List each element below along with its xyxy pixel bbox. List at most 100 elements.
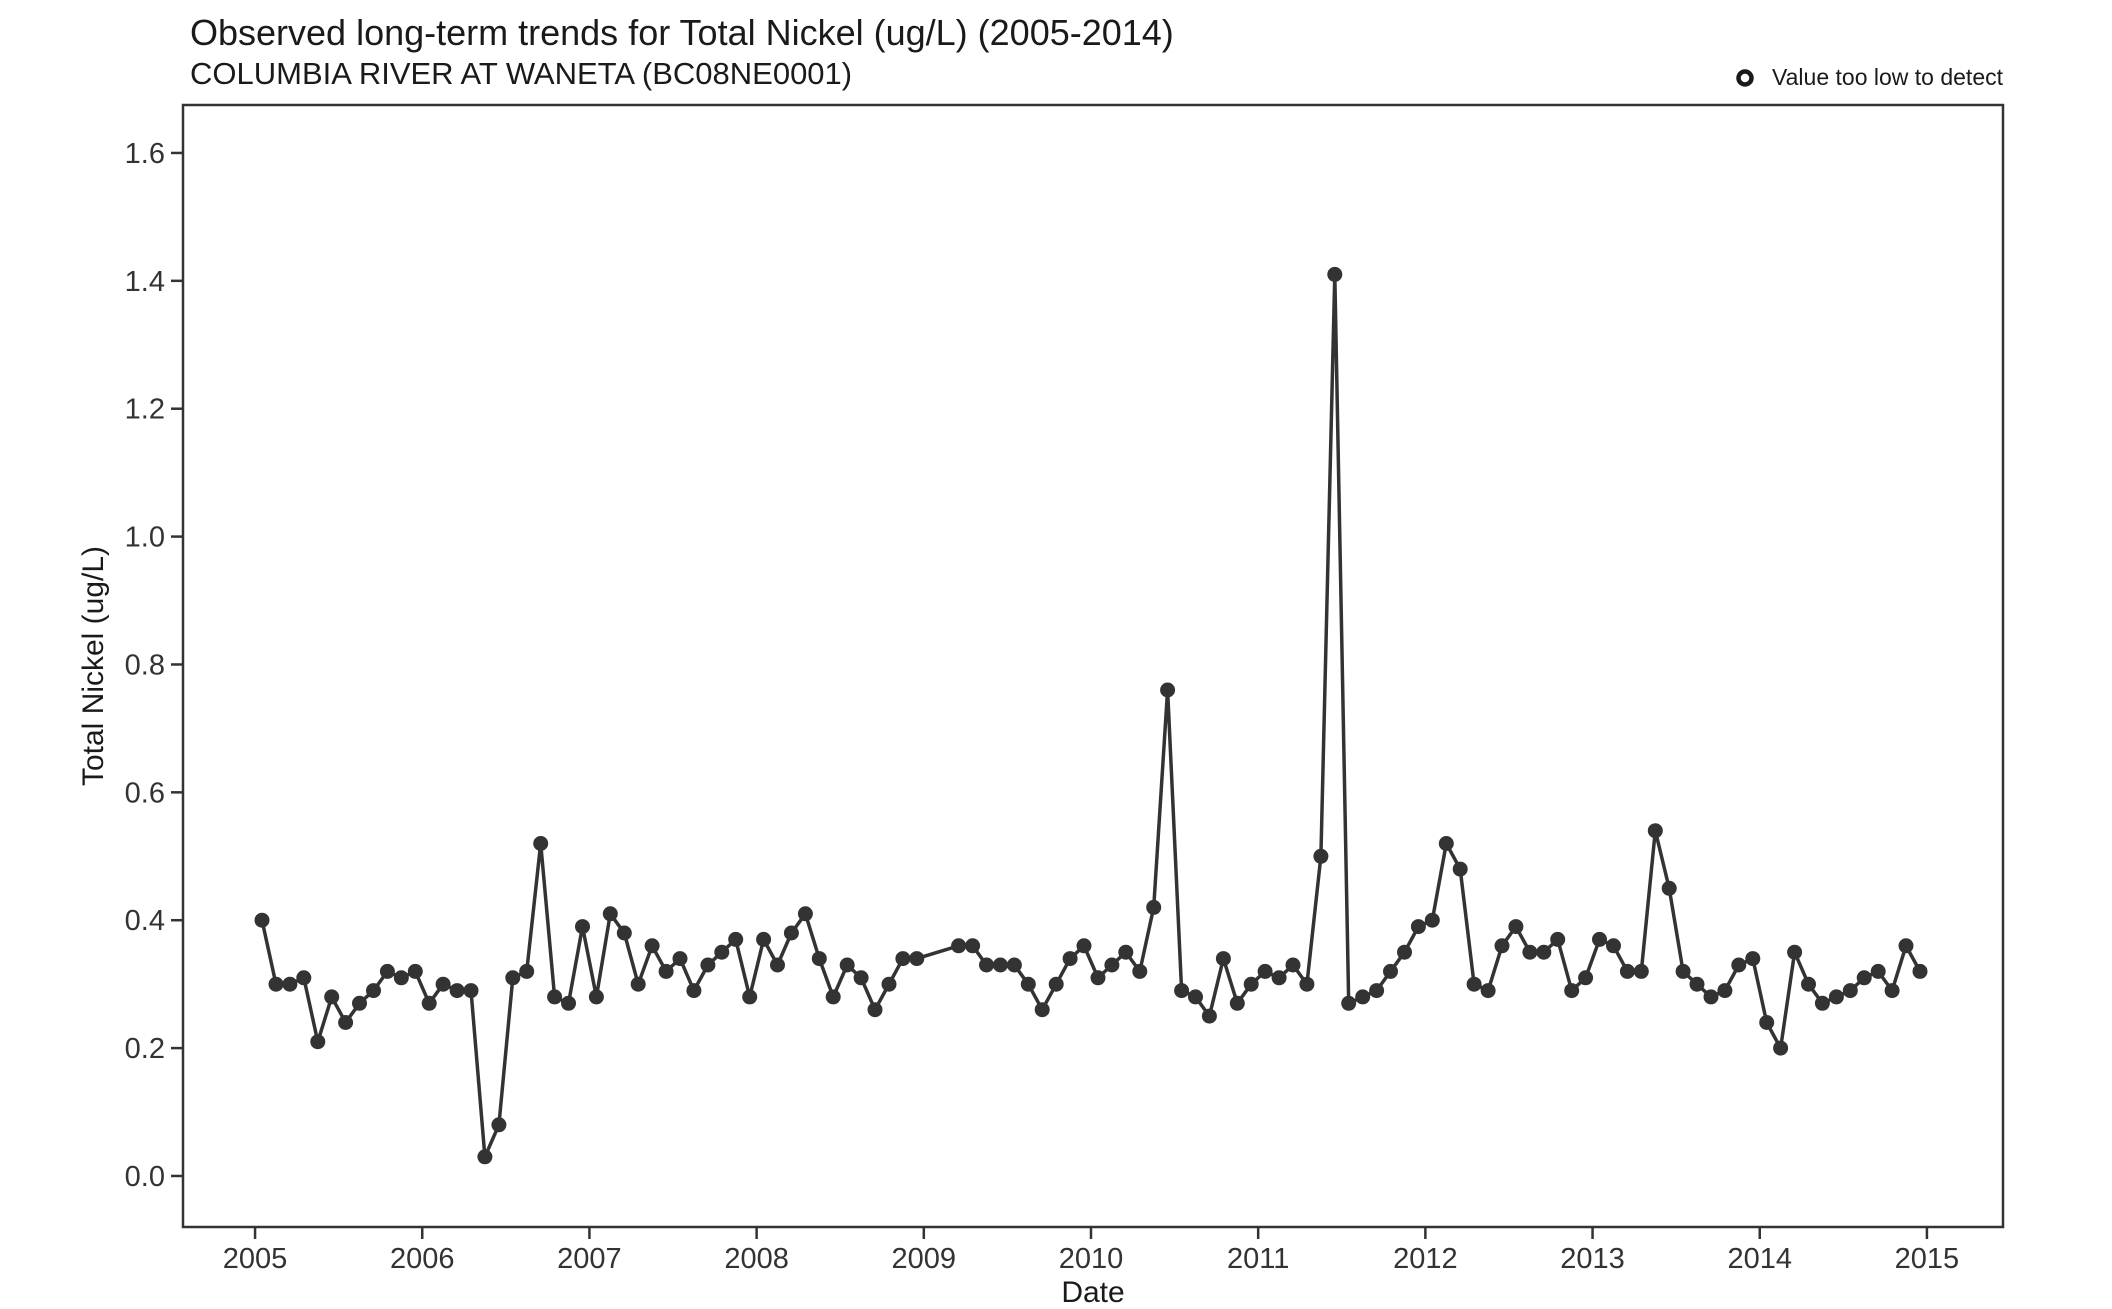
data-point: [1160, 682, 1176, 698]
data-point: [1619, 963, 1635, 979]
data-point: [1578, 970, 1594, 986]
data-point: [1801, 976, 1816, 992]
data-point: [1257, 963, 1273, 979]
x-axis-tick-label: 2014: [1727, 1243, 1792, 1275]
data-point: [644, 938, 660, 954]
data-point: [254, 912, 270, 928]
data-point: [1410, 919, 1426, 935]
trend-line: [260, 272, 1922, 1159]
data-point: [979, 957, 994, 973]
data-point: [1397, 944, 1412, 960]
data-point: [756, 931, 772, 947]
data-point: [1006, 957, 1022, 973]
chart-subtitle: COLUMBIA RIVER AT WANETA (BC08NE0001): [190, 56, 853, 91]
data-point: [505, 970, 521, 986]
data-point: [1522, 944, 1538, 960]
data-point: [1814, 995, 1830, 1011]
data-point: [1870, 963, 1886, 979]
y-axis-title: Total Nickel (ug/L): [77, 545, 110, 787]
data-point: [393, 970, 409, 986]
data-point: [1592, 931, 1607, 947]
data-point: [547, 989, 563, 1005]
data-point: [1550, 931, 1566, 947]
x-axis-tick-label: 2011: [1227, 1243, 1289, 1275]
data-point: [1480, 983, 1496, 999]
y-axis-tick-label: 0.4: [125, 905, 165, 937]
x-axis-tick-label: 2006: [390, 1243, 455, 1275]
y-axis-tick-label: 0.0: [125, 1161, 165, 1193]
data-point: [1090, 970, 1106, 986]
data-point: [296, 970, 312, 986]
data-point: [533, 836, 549, 851]
data-point: [1215, 951, 1231, 967]
y-axis-tick-label: 1.0: [125, 522, 165, 554]
data-point: [728, 931, 744, 947]
data-point: [1327, 266, 1343, 282]
data-point: [1424, 912, 1440, 928]
data-point: [811, 951, 827, 967]
data-point: [1564, 983, 1580, 999]
data-point: [561, 995, 576, 1011]
data-point: [714, 944, 730, 960]
data-point: [1759, 1015, 1775, 1030]
data-point: [1661, 880, 1677, 896]
open-circle-icon: [1736, 68, 1754, 87]
data-point: [881, 976, 897, 992]
data-point: [1633, 963, 1649, 979]
data-point: [1355, 989, 1371, 1005]
data-point: [1174, 983, 1190, 999]
data-point: [1438, 836, 1454, 851]
data-point: [797, 906, 813, 922]
data-point: [1856, 970, 1872, 986]
data-point: [1271, 970, 1287, 986]
data-point: [519, 963, 535, 979]
data-point: [1452, 861, 1468, 877]
data-point: [366, 983, 381, 999]
data-point: [909, 951, 925, 967]
data-point: [421, 995, 437, 1011]
y-axis-tick-label: 0.8: [125, 649, 165, 681]
data-point: [1299, 976, 1315, 992]
data-point: [1745, 951, 1761, 967]
data-point: [324, 989, 340, 1005]
data-point: [1146, 899, 1162, 915]
data-point: [352, 995, 367, 1011]
data-point: [895, 951, 911, 967]
data-point: [965, 938, 981, 954]
data-point: [379, 963, 395, 979]
x-axis-tick-label: 2012: [1393, 1243, 1458, 1275]
data-point: [407, 963, 423, 979]
data-point: [630, 976, 646, 992]
data-point: [1369, 983, 1385, 999]
data-point: [1229, 995, 1245, 1011]
y-axis-tick-label: 1.6: [125, 138, 165, 170]
data-point: [658, 963, 674, 979]
chart-title: Observed long-term trends for Total Nick…: [190, 12, 1174, 53]
y-axis-tick-label: 1.4: [125, 266, 165, 298]
data-point: [602, 906, 618, 922]
data-point: [1606, 938, 1621, 954]
y-axis-tick-label: 0.6: [125, 777, 165, 809]
data-point: [1675, 963, 1691, 979]
data-point: [616, 925, 632, 941]
data-point: [783, 925, 799, 941]
data-point: [1383, 963, 1398, 979]
x-axis-tick-label: 2015: [1895, 1243, 1960, 1275]
data-point: [1048, 976, 1064, 992]
panel-border: [181, 103, 2005, 1229]
data-point: [1884, 983, 1900, 999]
data-point: [310, 1034, 326, 1050]
x-axis-tick-label: 2009: [892, 1243, 957, 1275]
x-axis-tick-label: 2013: [1560, 1243, 1625, 1275]
data-point: [1341, 995, 1357, 1011]
data-point: [1062, 951, 1078, 967]
data-point: [1466, 976, 1482, 992]
data-point: [1842, 983, 1858, 999]
data-point: [1717, 983, 1733, 999]
data-point: [1020, 976, 1036, 992]
data-point: [1536, 944, 1552, 960]
data-point: [770, 957, 785, 973]
data-point: [1898, 938, 1914, 954]
